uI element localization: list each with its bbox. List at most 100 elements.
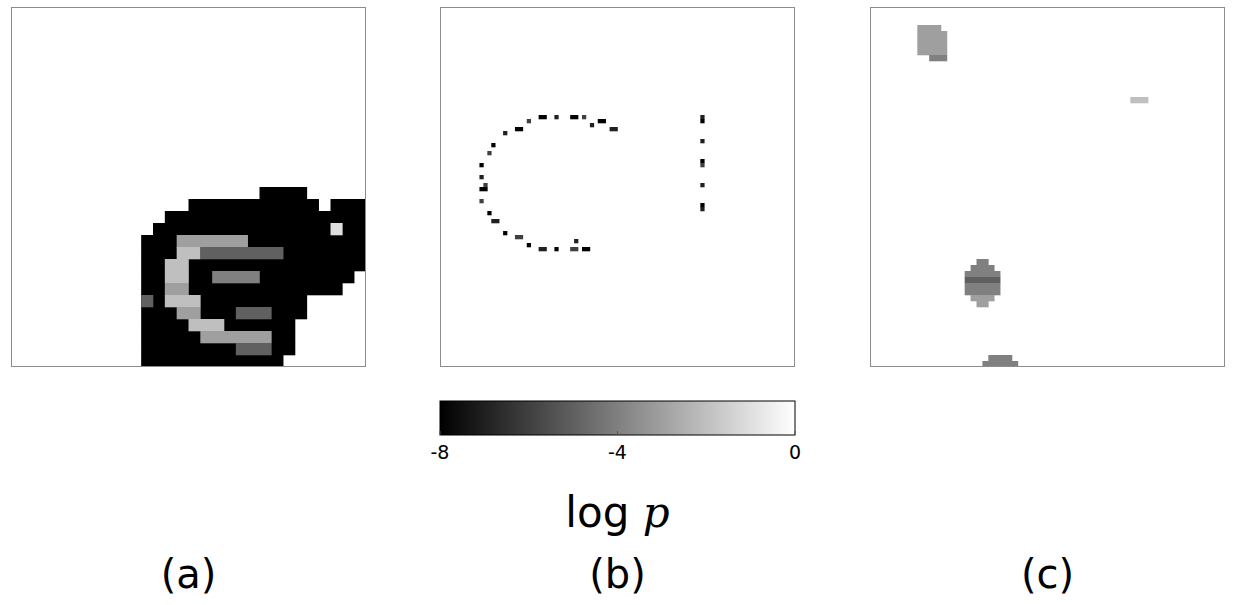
cell-run xyxy=(487,151,491,155)
cell-run xyxy=(574,239,578,243)
cell-run xyxy=(141,307,307,319)
cell-run xyxy=(165,211,366,223)
panel-label: (c) xyxy=(1021,551,1074,597)
colorbar-tick xyxy=(617,431,618,435)
cell-run xyxy=(988,355,1012,361)
cell-run xyxy=(700,159,704,163)
cell-run xyxy=(700,207,704,211)
cell-run xyxy=(527,243,531,247)
colorbar-tick xyxy=(440,431,441,435)
panel-2 xyxy=(870,7,1225,367)
cell-run xyxy=(554,115,558,119)
cell-run xyxy=(598,119,606,123)
cell-run xyxy=(971,295,995,301)
cell-run xyxy=(700,203,704,207)
cell-run xyxy=(200,247,283,259)
cell-run xyxy=(491,219,499,223)
cell-run xyxy=(141,295,153,307)
cell-run xyxy=(917,25,941,31)
cell-run xyxy=(965,283,1001,289)
cell-run xyxy=(515,235,523,239)
cell-run xyxy=(503,131,507,135)
cell-run xyxy=(479,187,487,191)
cell-run xyxy=(590,123,594,127)
cell-run xyxy=(1130,97,1148,103)
cell-run xyxy=(141,271,354,283)
cell-run xyxy=(165,295,201,307)
cell-run xyxy=(141,235,366,247)
cell-run xyxy=(917,43,947,49)
cell-run xyxy=(165,271,189,283)
cell-run xyxy=(141,283,342,295)
cell-run xyxy=(487,211,491,215)
cell-run xyxy=(141,331,295,343)
cell-run xyxy=(515,127,523,131)
panel-label: (b) xyxy=(589,551,646,597)
cell-run xyxy=(917,37,947,43)
cell-run xyxy=(977,301,989,307)
cell-run xyxy=(582,247,590,251)
cell-run xyxy=(177,235,248,247)
cell-run xyxy=(479,199,483,203)
cell-run xyxy=(165,259,189,271)
cell-run xyxy=(503,231,507,235)
cell-run xyxy=(331,199,367,211)
colorbar-tick-label: -4 xyxy=(608,441,627,463)
cell-run xyxy=(570,115,578,119)
cell-run xyxy=(700,163,704,167)
cell-run xyxy=(189,199,319,211)
cell-run xyxy=(539,115,547,119)
cell-run xyxy=(570,247,578,251)
panel-background xyxy=(11,7,366,367)
cell-run xyxy=(539,247,547,251)
panel-0 xyxy=(11,7,366,367)
cell-run xyxy=(141,247,366,259)
figure: (a) (b) (c) -8 -4 0 log p xyxy=(0,0,1233,605)
cell-run xyxy=(141,343,295,355)
cell-run xyxy=(483,183,487,187)
cell-run xyxy=(610,127,618,131)
cell-run xyxy=(929,55,947,61)
colorbar-tick xyxy=(795,431,796,435)
cell-run xyxy=(141,259,366,271)
cell-run xyxy=(554,247,558,251)
cell-run xyxy=(965,277,1001,283)
colorbar xyxy=(440,401,795,435)
cell-run xyxy=(965,289,1001,295)
cell-run xyxy=(971,265,995,271)
panel-background xyxy=(440,7,795,367)
cell-run xyxy=(700,139,704,143)
panel-frame xyxy=(12,8,366,367)
panel-background xyxy=(870,7,1225,367)
cell-run xyxy=(479,163,483,167)
panel-frame xyxy=(441,8,795,367)
colorbar-tick-label: -8 xyxy=(431,441,450,463)
cell-run xyxy=(582,115,586,119)
cell-run xyxy=(527,119,531,123)
cell-run xyxy=(141,295,307,307)
colorbar-tick-label: 0 xyxy=(789,441,801,463)
cell-run xyxy=(917,49,947,55)
cell-run xyxy=(177,307,201,319)
panel-label: (a) xyxy=(161,551,217,597)
cell-run xyxy=(141,319,295,331)
colorbar-label: log p xyxy=(565,488,669,537)
cell-run xyxy=(260,187,308,199)
cell-run xyxy=(700,119,704,123)
cell-run xyxy=(917,31,947,37)
cell-run xyxy=(236,307,272,319)
cell-run xyxy=(977,259,989,265)
cell-run xyxy=(236,343,272,355)
cell-run xyxy=(700,115,704,119)
cell-run xyxy=(965,271,1001,277)
cell-run xyxy=(165,283,189,295)
cell-run xyxy=(700,183,704,187)
cell-run xyxy=(212,271,260,283)
cell-run xyxy=(141,355,283,367)
panel-1 xyxy=(440,7,795,367)
cell-run xyxy=(479,175,483,179)
cell-run xyxy=(200,331,271,343)
cell-run xyxy=(153,223,366,235)
cell-run xyxy=(331,223,343,235)
cell-run xyxy=(189,319,225,331)
